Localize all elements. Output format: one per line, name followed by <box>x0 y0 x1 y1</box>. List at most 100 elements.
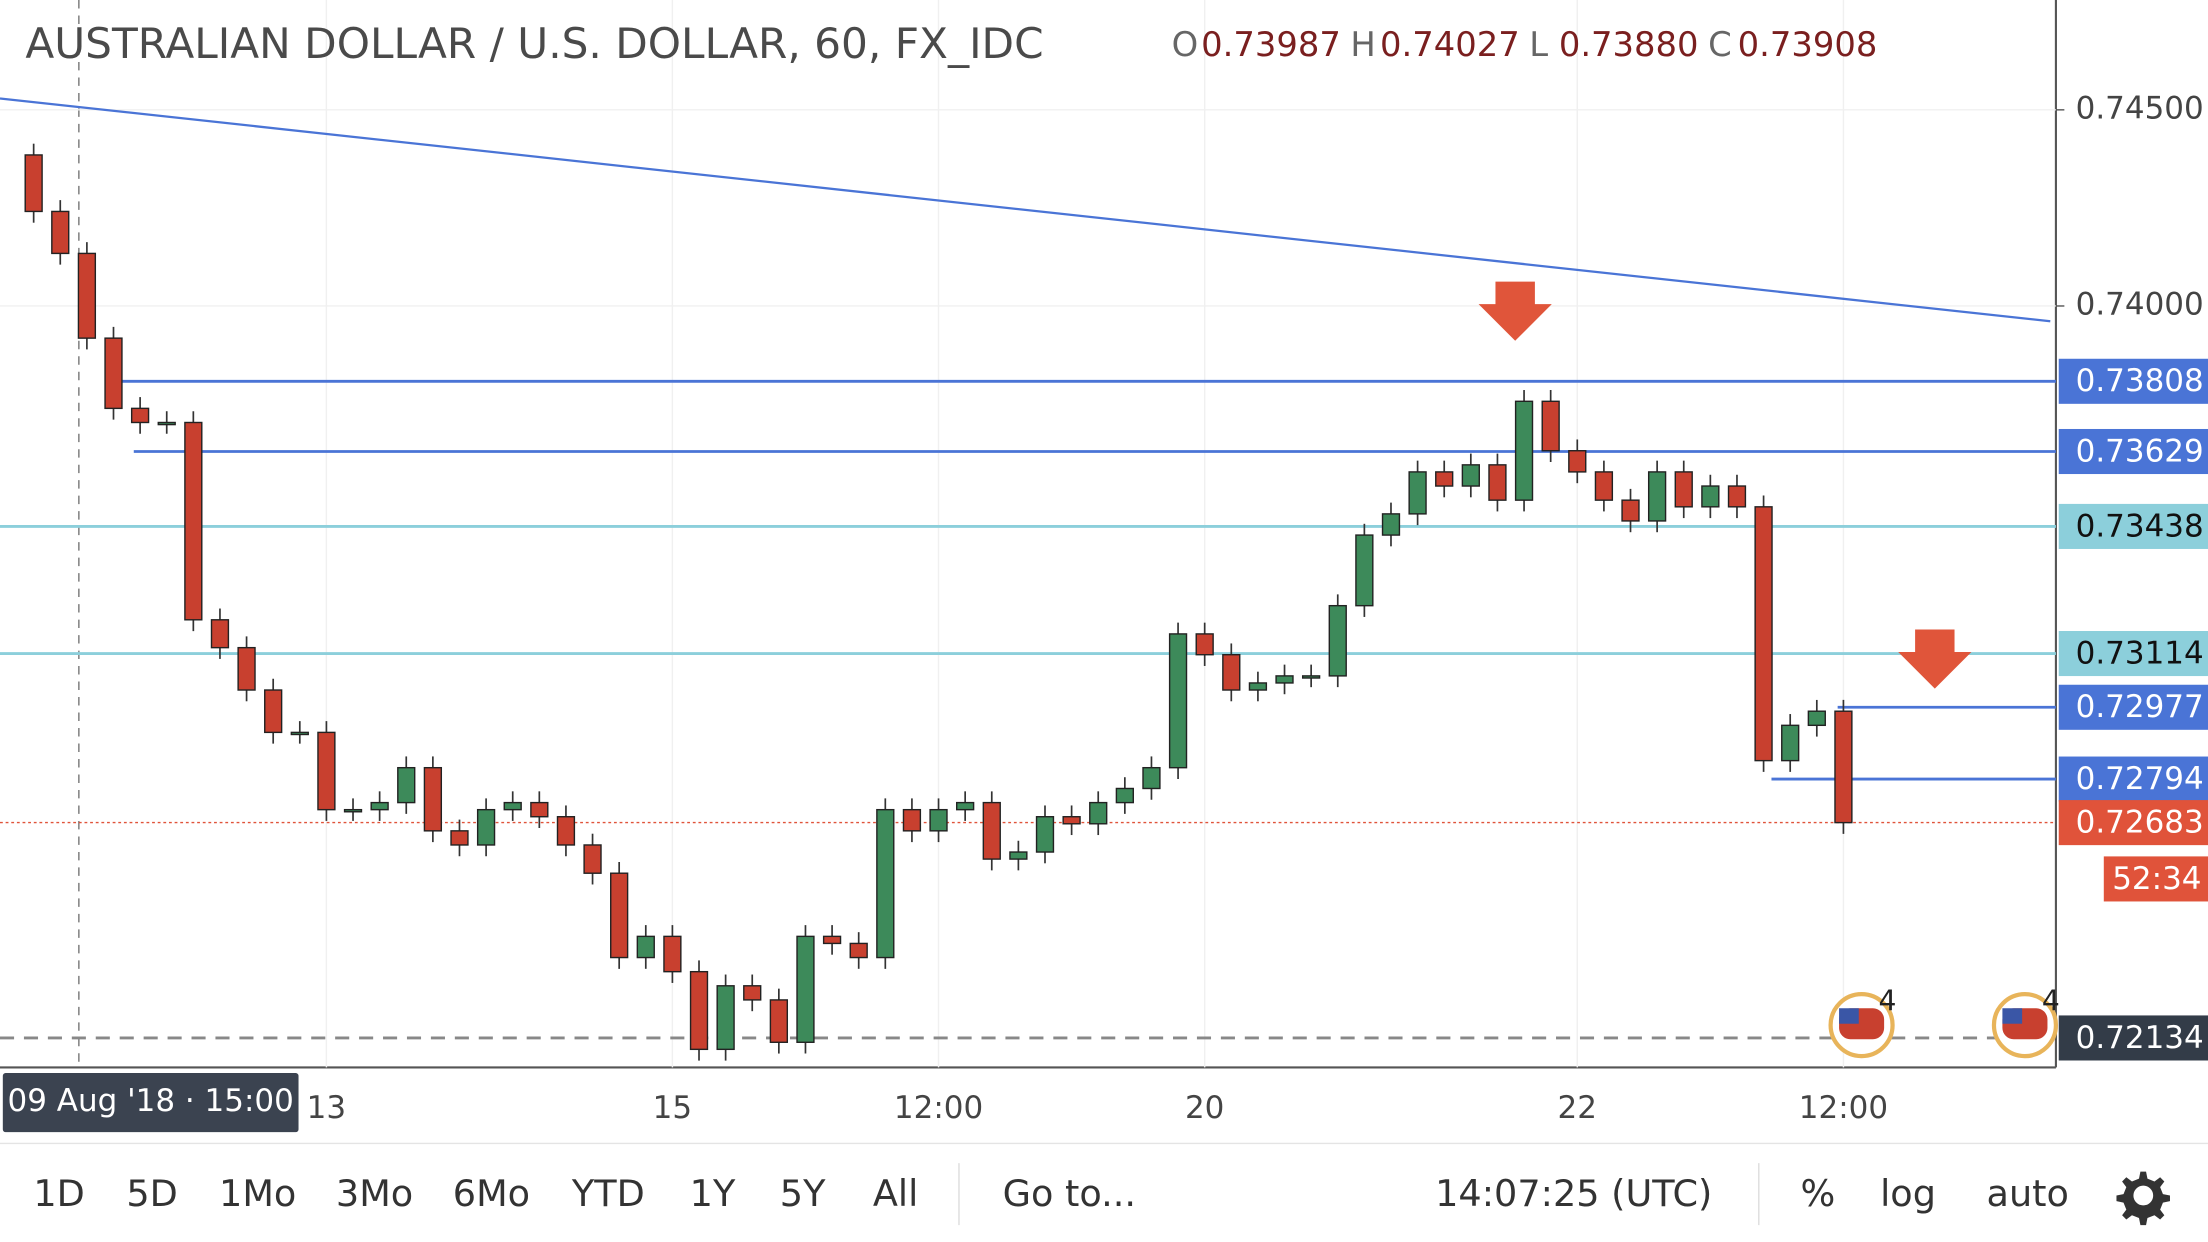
candle-body <box>556 816 576 846</box>
price-label-bg <box>2058 1015 2208 1061</box>
x-tick-label: 12:00 <box>1799 1090 1888 1126</box>
candle-body <box>237 646 256 691</box>
candle-body <box>1355 534 1374 607</box>
y-tick-label: 0.74500 <box>2076 90 2204 126</box>
range-button[interactable]: YTD <box>571 1172 645 1215</box>
y-tick-label: 0.74000 <box>2076 286 2204 322</box>
candle-body <box>1089 801 1108 825</box>
candle-body <box>1727 485 1747 508</box>
price-label-bg <box>2058 358 2208 404</box>
price-label: 0.73438 <box>2076 508 2204 544</box>
candle-body <box>1301 675 1321 679</box>
candle-body <box>24 154 43 213</box>
candle-body <box>1248 682 1268 691</box>
candle-body <box>157 421 176 426</box>
candle-body <box>929 808 948 832</box>
price-label: 0.73629 <box>2076 433 2204 469</box>
ohlc-value: 0.73880 <box>1559 25 1699 64</box>
candle-body <box>397 766 416 804</box>
ohlc-value: 0.73908 <box>1738 25 1878 64</box>
ohlc-value: 0.74027 <box>1380 25 1520 64</box>
candle-body <box>583 844 602 874</box>
candle-body <box>130 407 150 424</box>
candle-body <box>264 689 283 734</box>
candle-body <box>743 985 762 1001</box>
goto-button[interactable]: Go to... <box>1003 1172 1136 1215</box>
x-tick-label: 13 <box>307 1090 346 1126</box>
candle-body <box>1435 471 1454 487</box>
candle-body <box>610 872 629 959</box>
countdown-bg <box>2103 856 2208 902</box>
price-label-bg <box>2058 503 2208 549</box>
candle-body <box>210 619 230 649</box>
price-label-bg <box>2058 631 2208 677</box>
candle-body <box>476 808 496 846</box>
candle-body <box>290 731 309 736</box>
candle-body <box>1062 816 1081 825</box>
candle-body <box>1621 499 1640 522</box>
candle-body <box>1009 851 1028 860</box>
range-button[interactable]: 1Mo <box>219 1172 296 1215</box>
candle-body <box>1754 506 1773 762</box>
price-label: 0.73114 <box>2076 635 2204 671</box>
candle-body <box>1222 654 1241 691</box>
range-button[interactable]: 3Mo <box>336 1172 413 1215</box>
candle-body <box>1834 710 1853 824</box>
candle-body <box>450 830 469 846</box>
scale-option[interactable]: log <box>1880 1172 1936 1215</box>
candle-body <box>1381 513 1401 536</box>
price-label-bg <box>2058 756 2208 802</box>
scale-option[interactable]: auto <box>1987 1172 2069 1215</box>
arrow-marker <box>1898 629 1972 689</box>
price-label: 0.72977 <box>2076 689 2204 725</box>
candle-body <box>1674 471 1693 508</box>
candle-body <box>1541 400 1560 452</box>
candle-body <box>503 801 522 811</box>
range-button[interactable]: 6Mo <box>453 1172 530 1215</box>
candle-body <box>1035 816 1055 853</box>
candle-body <box>1115 787 1134 804</box>
x-tick-label: 20 <box>1185 1090 1224 1126</box>
candle-body <box>184 421 203 621</box>
range-button[interactable]: 5Y <box>780 1172 826 1215</box>
chart-title: AUSTRALIAN DOLLAR / U.S. DOLLAR, 60, FX_… <box>25 19 1043 68</box>
x-tick-label: 22 <box>1558 1090 1597 1126</box>
range-button[interactable]: 1Y <box>690 1172 736 1215</box>
countdown: 52:34 <box>2112 861 2201 897</box>
range-button[interactable]: All <box>873 1172 918 1215</box>
clock: 14:07:25 (UTC) <box>1435 1172 1712 1215</box>
badge-count: 4 <box>2042 985 2060 1018</box>
candle-body <box>317 731 336 811</box>
candle-body <box>1594 471 1614 501</box>
candle-body <box>1408 471 1427 515</box>
price-label: 0.72683 <box>2076 805 2204 841</box>
candle-body <box>1514 400 1534 501</box>
candle-body <box>1701 485 1720 508</box>
candle-body <box>104 337 123 410</box>
candle-body <box>822 935 842 945</box>
badge-count: 4 <box>1878 985 1896 1018</box>
price-label-bg <box>2058 428 2208 475</box>
scale-option[interactable]: % <box>1801 1172 1836 1215</box>
candle-body <box>1275 675 1294 684</box>
candle-body <box>1461 464 1480 487</box>
x-tick-label: 15 <box>653 1090 692 1126</box>
settings-icon[interactable] <box>2116 1171 2170 1226</box>
price-label: 0.72794 <box>2076 761 2204 797</box>
candle-body <box>1168 633 1188 769</box>
price-label-bg <box>2058 800 2208 846</box>
candle-body <box>1781 724 1800 762</box>
range-button[interactable]: 5D <box>126 1172 177 1215</box>
candle-body <box>796 935 815 1043</box>
range-button[interactable]: 1D <box>33 1172 84 1215</box>
ohlc-value: 0.73987 <box>1201 25 1341 64</box>
candle-body <box>530 801 549 818</box>
candle-body <box>1647 471 1667 522</box>
candle-body <box>1328 604 1347 677</box>
candle-body <box>1142 766 1161 790</box>
candle-body <box>902 808 922 832</box>
candle-body <box>1568 450 1587 473</box>
trendline <box>0 97 2051 323</box>
